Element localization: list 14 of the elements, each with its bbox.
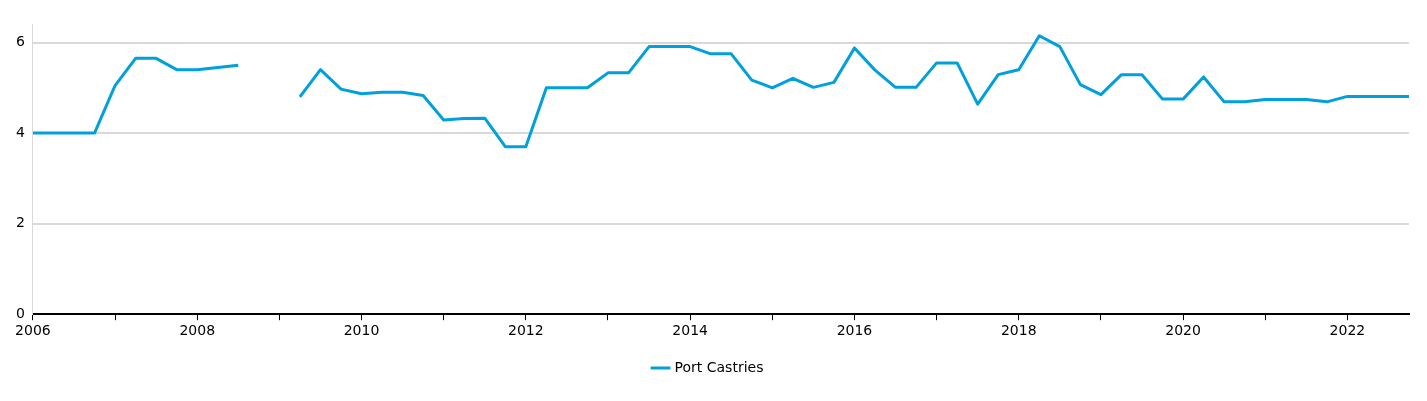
x-tick-label: 2006 — [15, 322, 51, 339]
x-tick-label: 2018 — [1000, 322, 1037, 339]
x-tick-label: 2008 — [179, 322, 216, 339]
y-tick-label: 4 — [15, 123, 25, 140]
y-tick-label: 2 — [15, 214, 25, 231]
legend-label: Port Castries — [674, 358, 764, 375]
x-tick-label: 2016 — [836, 322, 873, 339]
x-tick-label: 2012 — [508, 322, 544, 339]
x-tick-label: 2010 — [343, 322, 380, 339]
y-tick-label: 0 — [15, 304, 25, 321]
y-tick-label: 6 — [15, 33, 25, 50]
x-tick-label: 2020 — [1165, 322, 1201, 339]
x-tick-label: 2022 — [1329, 322, 1366, 339]
x-tick-label: 2014 — [672, 322, 709, 339]
